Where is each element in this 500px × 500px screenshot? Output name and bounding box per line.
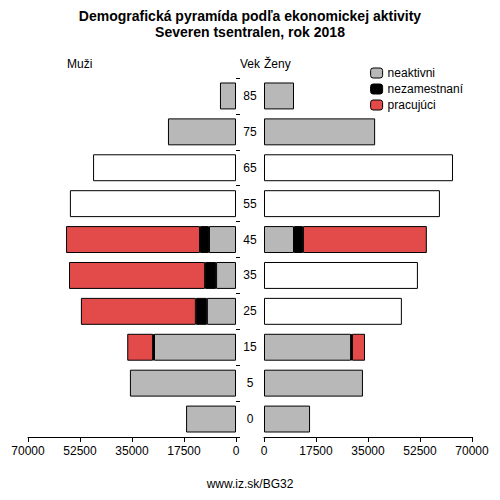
svg-text:35000: 35000 [115, 444, 149, 458]
svg-text:www.iz.sk/BG32: www.iz.sk/BG32 [206, 477, 294, 491]
svg-text:85: 85 [243, 89, 257, 103]
svg-text:Demografická pyramída podľa ek: Demografická pyramída podľa ekonomickej … [79, 8, 422, 24]
svg-text:0: 0 [233, 444, 240, 458]
svg-text:35000: 35000 [351, 444, 385, 458]
svg-text:70000: 70000 [11, 444, 45, 458]
svg-text:Vek: Vek [240, 57, 261, 71]
svg-text:17500: 17500 [167, 444, 201, 458]
svg-text:65: 65 [243, 161, 257, 175]
svg-text:52500: 52500 [63, 444, 97, 458]
svg-text:0: 0 [247, 412, 254, 426]
svg-text:45: 45 [243, 233, 257, 247]
svg-text:nezamestnaní: nezamestnaní [388, 82, 464, 96]
svg-text:75: 75 [243, 125, 257, 139]
svg-text:52500: 52500 [403, 444, 437, 458]
svg-text:25: 25 [243, 304, 257, 318]
svg-text:70000: 70000 [455, 444, 489, 458]
svg-text:15: 15 [243, 340, 257, 354]
svg-text:pracujúci: pracujúci [388, 98, 436, 112]
svg-text:17500: 17500 [299, 444, 333, 458]
svg-text:35: 35 [243, 268, 257, 282]
svg-text:0: 0 [261, 444, 268, 458]
svg-text:Ženy: Ženy [264, 56, 291, 71]
svg-text:neaktivni: neaktivni [388, 66, 435, 80]
svg-text:55: 55 [243, 197, 257, 211]
svg-text:Muži: Muži [67, 57, 92, 71]
svg-text:Severen tsentralen, rok 2018: Severen tsentralen, rok 2018 [155, 24, 345, 40]
svg-text:5: 5 [247, 376, 254, 390]
